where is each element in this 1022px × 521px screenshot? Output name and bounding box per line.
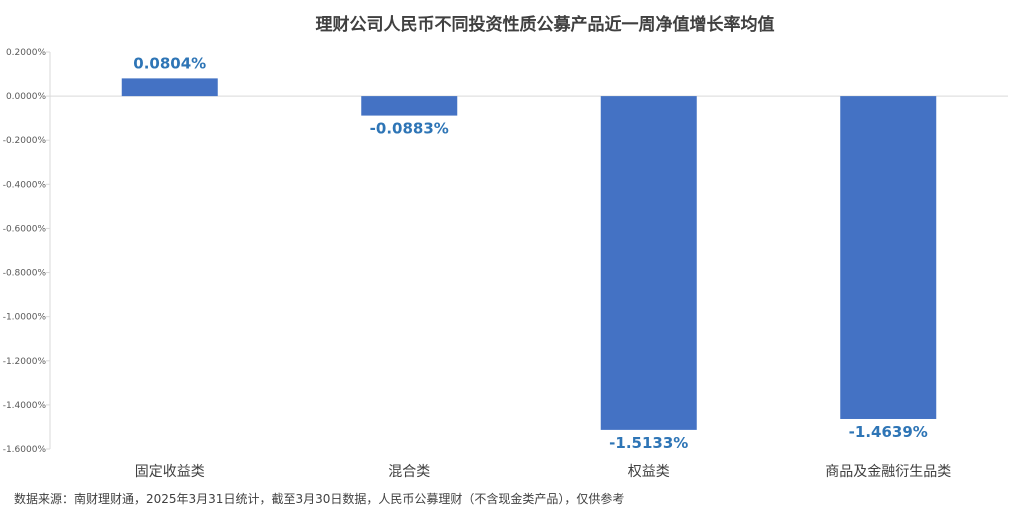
data-label: 0.0804% [133, 54, 206, 72]
x-tick-label: 混合类 [388, 464, 430, 480]
y-tick-label: 0.0000% [6, 92, 46, 102]
data-label: -1.4639% [849, 423, 928, 441]
bar-2 [361, 96, 458, 116]
y-tick-label: -1.4000% [3, 401, 47, 411]
chart-title: 理财公司人民币不同投资性质公募产品近一周净值增长率均值 [316, 14, 775, 35]
source-note: 数据来源：南财理财通，2025年3月31日统计，截至3月30日数据，人民币公募理… [14, 491, 624, 506]
y-axis: 0.2000% 0.0000% -0.2000% -0.4000% -0.6000% -0… [3, 48, 1008, 455]
bars: 0.0804% -0.0883% -1.5133% -1.4639% [121, 54, 937, 452]
x-tick-label: 固定收益类 [135, 464, 205, 480]
y-tick-label: -0.4000% [3, 180, 47, 190]
x-tick-label: 商品及金融衍生品类 [825, 464, 951, 480]
x-tick-label: 权益类 [628, 464, 670, 480]
data-label: -1.5133% [609, 434, 688, 452]
x-axis: 固定收益类 混合类 权益类 商品及金融衍生品类 [135, 464, 952, 480]
bar-4 [840, 96, 937, 419]
y-tick-label: -1.2000% [3, 357, 47, 367]
bar-3 [600, 96, 697, 430]
y-tick-label: -0.2000% [3, 136, 47, 146]
y-tick-label: 0.2000% [6, 48, 46, 58]
y-tick-label: -1.6000% [3, 445, 47, 455]
bar-1 [121, 78, 218, 97]
y-tick-label: -0.6000% [3, 224, 47, 234]
data-label: -0.0883% [370, 120, 449, 138]
y-tick-label: -0.8000% [3, 269, 47, 279]
y-tick-label: -1.0000% [3, 313, 47, 323]
